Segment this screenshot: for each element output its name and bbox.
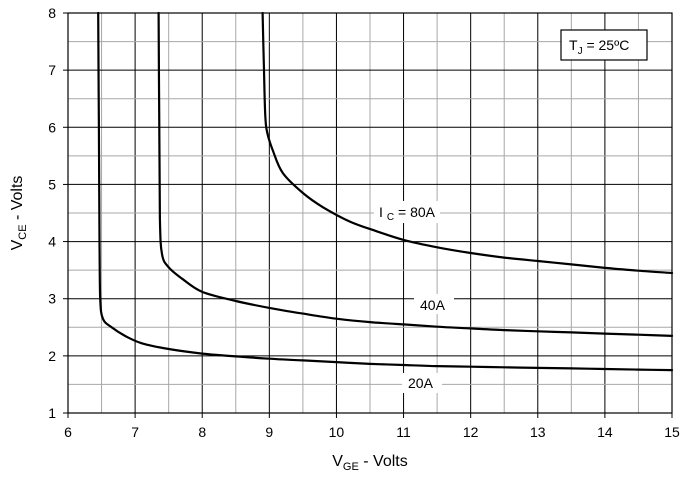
y-tick-label: 8 xyxy=(48,5,56,21)
series-20a-line xyxy=(97,11,674,372)
x-tick-label: 8 xyxy=(198,424,206,440)
y-axis-title-rest: - Volts xyxy=(9,176,26,225)
annotation-text: TJ = 25ºC xyxy=(569,37,629,57)
annotation-main: T xyxy=(569,37,578,53)
y-tick-label: 3 xyxy=(48,291,56,307)
y-tick-label: 7 xyxy=(48,62,56,78)
y-tick-label: 2 xyxy=(48,348,56,364)
curve-label-80a-sub: C xyxy=(387,212,394,223)
curve-label-bg-20a xyxy=(402,373,442,393)
y-axis-title: VCE - Volts xyxy=(9,176,29,251)
x-tick-label: 12 xyxy=(463,424,479,440)
x-tick-label: 13 xyxy=(530,424,546,440)
curve-label-20a: 20A xyxy=(408,375,434,391)
x-axis-title-main: V xyxy=(332,453,343,470)
curve-label-bg-40a xyxy=(414,294,454,314)
annotation-sub: J xyxy=(578,46,583,57)
x-tick-label: 7 xyxy=(131,424,139,440)
x-tick-label: 15 xyxy=(664,424,680,440)
x-axis-title-rest: - Volts xyxy=(359,453,408,470)
curve-label-40a: 40A xyxy=(420,297,446,313)
series-80a-line xyxy=(261,11,674,275)
annotation-box xyxy=(560,29,648,61)
x-axis-title: VGE - Volts xyxy=(332,453,407,473)
x-tick-label: 10 xyxy=(329,424,345,440)
y-axis-title-main: V xyxy=(9,239,26,250)
y-tick-label: 6 xyxy=(48,119,56,135)
series-40a-line xyxy=(157,11,674,337)
plot-frame xyxy=(67,12,673,414)
y-tick-label: 1 xyxy=(48,405,56,421)
y-tick-label: 5 xyxy=(48,176,56,192)
curve-label-80a-rest: = 80A xyxy=(394,204,436,220)
x-tick-label: 14 xyxy=(597,424,613,440)
x-axis-title-sub: GE xyxy=(343,461,359,473)
annotation-rest: = 25ºC xyxy=(583,37,630,53)
temperature-annotation: TJ = 25ºC xyxy=(560,29,648,61)
x-tick-label: 9 xyxy=(265,424,273,440)
x-tick-label: 11 xyxy=(396,424,411,440)
y-axis-title-sub: CE xyxy=(17,224,29,239)
curve-label-bg-80a xyxy=(374,201,440,223)
y-tick-label: 4 xyxy=(48,234,56,250)
curve-label-80a-main: I xyxy=(379,204,383,220)
grid xyxy=(68,13,672,413)
x-tick-label: 6 xyxy=(64,424,72,440)
curves xyxy=(97,11,674,372)
